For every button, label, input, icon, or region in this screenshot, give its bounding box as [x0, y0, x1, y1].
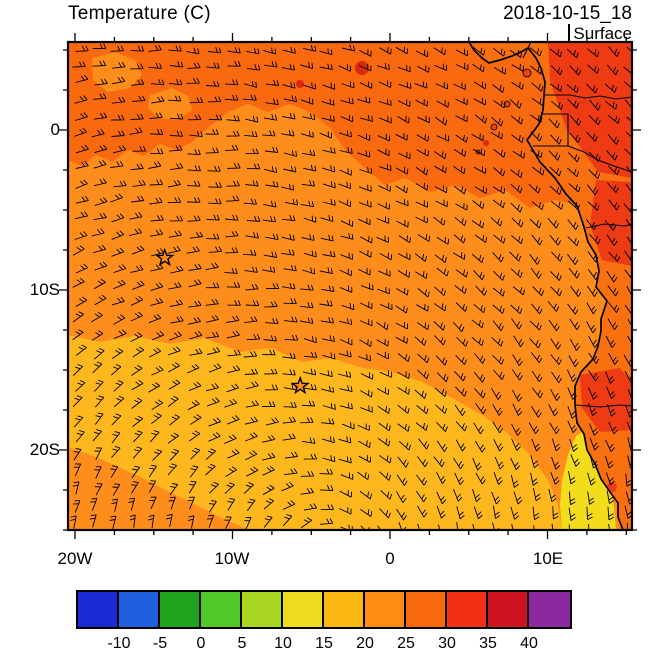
colorbar-swatch	[406, 592, 447, 627]
star-marker	[155, 247, 175, 267]
colorbar-swatch	[447, 592, 488, 627]
colorbar-swatch	[324, 592, 365, 627]
level-label-text: Surface	[568, 24, 632, 43]
colorbar-swatch	[78, 592, 119, 627]
colorbar-swatch	[160, 592, 201, 627]
y-axis-tick-label-10s: 10S	[29, 280, 60, 299]
colorbar-swatch	[201, 592, 242, 627]
valid-datetime: 2018-10-15_18	[503, 3, 632, 24]
x-axis-tick-label-10e: 10E	[532, 549, 564, 568]
colorbar	[76, 590, 572, 629]
colorbar-swatch	[119, 592, 160, 627]
x-axis-tick-label-0: 0	[385, 549, 395, 568]
colorbar-swatch	[283, 592, 324, 627]
star-marker	[290, 375, 310, 395]
level-label: Surface	[300, 24, 632, 44]
colorbar-tick-label: 20	[356, 635, 374, 652]
colorbar-tick-label: -10	[107, 635, 131, 652]
colorbar-swatch	[365, 592, 406, 627]
x-axis-tick-label-20w: 20W	[57, 549, 93, 568]
colorbar-tick-label: 10	[274, 635, 292, 652]
y-axis-tick-label-0: 0	[50, 120, 60, 139]
x-axis-tick-label-10w: 10W	[214, 549, 250, 568]
colorbar-tick-label: 30	[438, 635, 456, 652]
colorbar-swatch	[488, 592, 529, 627]
colorbar-tick-label: 35	[479, 635, 497, 652]
colorbar-swatch	[529, 592, 570, 627]
colorbar-tick-label: 5	[237, 635, 247, 652]
colorbar-tick-label: -5	[152, 635, 168, 652]
colorbar-swatch	[242, 592, 283, 627]
plot-title: Temperature (C)	[68, 3, 211, 24]
colorbar-tick-label: 15	[315, 635, 333, 652]
colorbar-tick-label: 0	[196, 635, 206, 652]
colorbar-tick-label: 40	[520, 635, 538, 652]
colorbar-tick-label: 25	[397, 635, 415, 652]
y-axis-tick-label-20s: 20S	[29, 440, 60, 459]
